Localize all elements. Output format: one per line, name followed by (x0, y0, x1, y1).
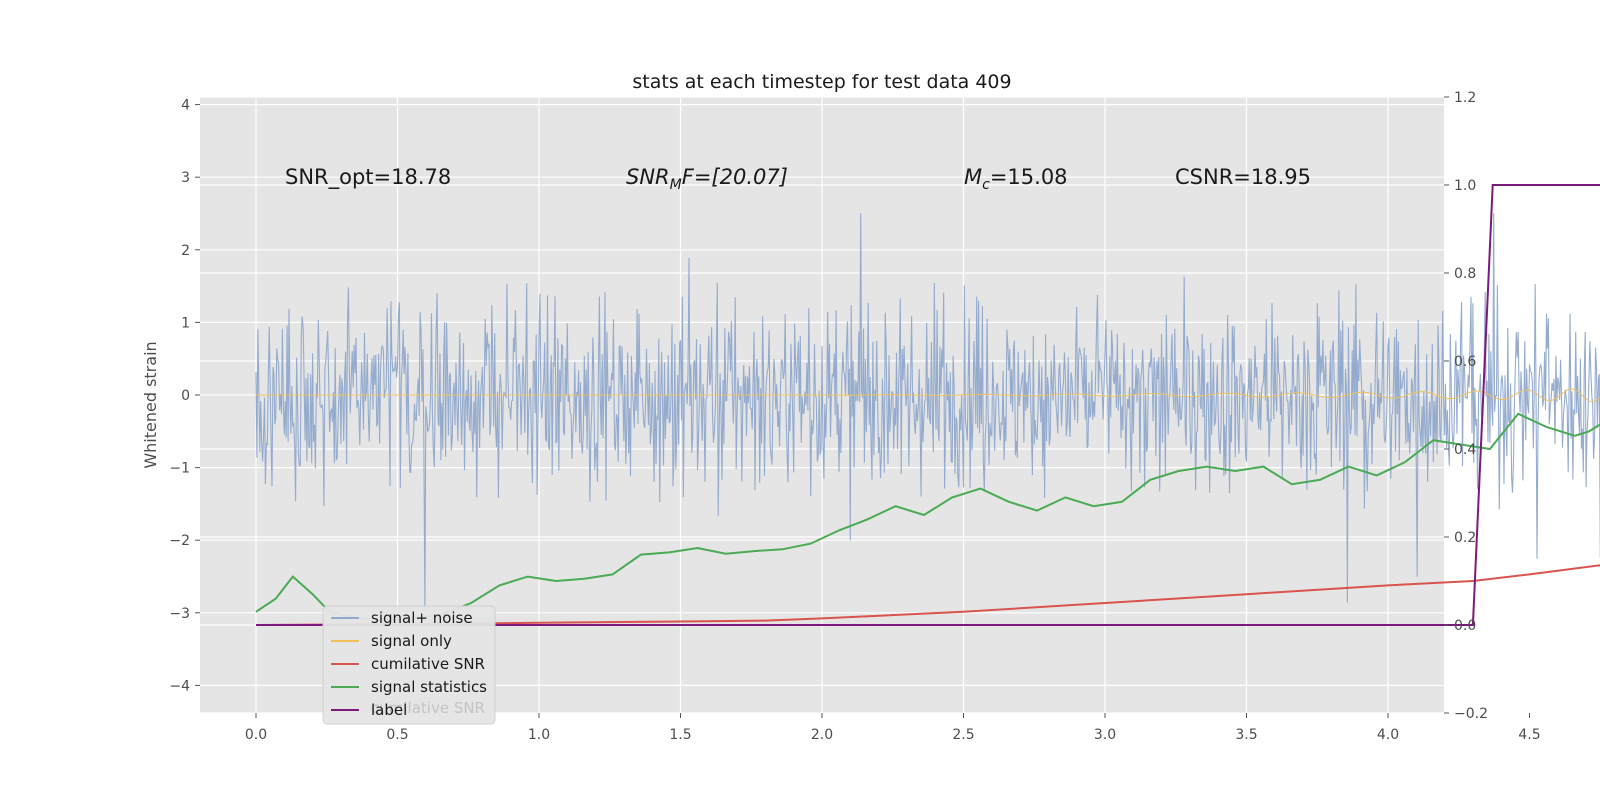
y-tick-label: 3 (181, 170, 190, 186)
x-tick-label: 0.5 (386, 727, 408, 743)
mc-subscript: c (982, 177, 990, 193)
series-signal-statistics (255, 412, 1600, 622)
legend-entry: cumilative SNR (371, 655, 485, 673)
y2-tick-label: 0.4 (1454, 442, 1476, 458)
x-tick-label: 1.0 (528, 727, 550, 743)
legend-entry: signal+ noise (371, 609, 473, 627)
line-series (255, 184, 1600, 626)
y-tick-label: −1 (169, 461, 190, 477)
mc-suffix: =15.08 (990, 165, 1068, 189)
x-tick-label: 3.0 (1094, 727, 1116, 743)
snr-mf-subscript: M (670, 177, 682, 193)
x-tick-label: 4.5 (1518, 727, 1540, 743)
signal-only-series (256, 388, 1600, 403)
legend-entry: signal only (371, 632, 452, 650)
series-cumulative-snr (255, 564, 1600, 626)
y2-tick-label: 0.6 (1454, 354, 1476, 370)
legend: cumilative SNR signal+ noise signal only cu… (322, 605, 496, 725)
y2-tick-label: −0.2 (1454, 706, 1488, 722)
y2-tick-label: 0.2 (1454, 530, 1476, 546)
y-tick-label: −2 (169, 533, 190, 549)
series-signal-noise (255, 213, 1600, 613)
y-tick-label: −4 (169, 678, 190, 694)
series-label (256, 184, 1600, 626)
x-tick-label: 2.5 (952, 727, 974, 743)
annotation-snr-opt: SNR_opt=18.78 (285, 165, 451, 190)
series-signal-only (256, 388, 1600, 403)
y-tick-label: 0 (181, 388, 190, 404)
legend-entry: label (371, 701, 407, 719)
x-tick-label: 4.0 (1377, 727, 1399, 743)
legend-entry: signal statistics (371, 678, 487, 696)
annotation-snr-mf: SNRMF=[20.07] (626, 165, 788, 193)
x-tick-label: 0.0 (245, 727, 267, 743)
y2-tick-label: 0.0 (1454, 618, 1476, 634)
y2-tick-label: 1.0 (1454, 178, 1476, 194)
y-tick-label: 4 (181, 98, 190, 114)
annotation-mc: Mc=15.08 (964, 165, 1068, 193)
axes: 0.00.51.01.52.02.53.03.54.04.55.05.56.06… (169, 90, 1540, 743)
y-tick-label: −3 (169, 606, 190, 622)
x-tick-label: 1.5 (669, 727, 691, 743)
snr-mf-suffix: F=[20.07] (682, 165, 788, 189)
signal-noise-series (255, 213, 1600, 613)
y-axis-label: Whitened strain (141, 341, 160, 468)
x-tick-label: 3.5 (1235, 727, 1257, 743)
snr-mf-prefix: SNR (626, 165, 670, 189)
y2-tick-label: 1.2 (1454, 90, 1476, 106)
annotation-csnr: CSNR=18.95 (1175, 165, 1311, 189)
y2-tick-label: 0.8 (1454, 266, 1476, 282)
mc-prefix: M (964, 165, 982, 189)
legend-ghost-text: cumilative SNR (371, 699, 485, 717)
chart-title: stats at each timestep for test data 409 (632, 71, 1011, 93)
y-tick-label: 2 (181, 243, 190, 259)
legend-box (322, 605, 496, 725)
y-tick-label: 1 (181, 315, 190, 331)
x-tick-label: 2.0 (811, 727, 833, 743)
